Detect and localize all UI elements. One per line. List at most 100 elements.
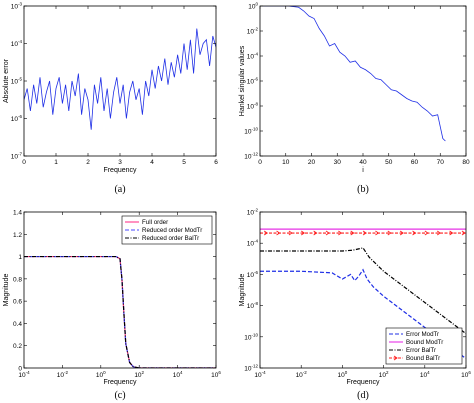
- series-marker: [301, 230, 306, 236]
- x-tick-label: 100: [96, 370, 106, 379]
- x-tick-label: 10: [282, 159, 290, 166]
- series-marker: [387, 230, 392, 236]
- x-axis-label: Frequency: [346, 379, 380, 386]
- x-tick-label: 5: [182, 159, 186, 166]
- y-tick-label: 1: [18, 254, 22, 261]
- plot-frame: [259, 211, 467, 369]
- x-axis-label: i: [362, 167, 364, 174]
- series-marker: [263, 230, 268, 236]
- y-tick-label: 10-12: [244, 152, 258, 161]
- y-tick-label: 10-4: [11, 39, 23, 48]
- y-tick-label: 10-10: [244, 127, 258, 136]
- legend-label: Bound ModTr: [406, 339, 443, 346]
- y-tick-label: 10-2: [247, 27, 259, 36]
- series-marker: [424, 230, 429, 236]
- series-marker: [436, 230, 442, 236]
- y-axis-label: Magnitude: [3, 274, 10, 307]
- series-marker: [276, 230, 281, 236]
- series-marker: [375, 230, 380, 236]
- x-tick-label: 106: [461, 370, 471, 379]
- x-axis-label: Frequency: [103, 379, 137, 386]
- x-tick-label: 10-2: [296, 370, 308, 379]
- legend-label: Reduced order ModTr: [142, 227, 202, 234]
- chart-panel-a: 0 1 2 3 4 5 6 10-7 10-6 10-5 10-4 10-3 Frequency Abso…: [3, 2, 218, 196]
- x-axis-label: Frequency: [103, 167, 137, 174]
- legend-label: Bound BalTr: [406, 355, 440, 362]
- x-tick-label: 100: [338, 370, 348, 379]
- y-tick-label: 1.2: [13, 232, 22, 239]
- y-tick-label: 0.4: [13, 321, 22, 328]
- series-group: [24, 255, 216, 368]
- plot-frame: [23, 5, 217, 157]
- x-tick-label: 30: [334, 159, 342, 166]
- series-marker: [288, 230, 293, 236]
- y-axis-label: Hankel singular values: [239, 45, 246, 116]
- series-marker: [362, 230, 367, 236]
- legend-label: Error ModTr: [406, 331, 439, 338]
- x-tick-label: 2: [86, 159, 90, 166]
- y-tick-label: 10-10: [244, 332, 258, 341]
- y-tick-label: 10-6: [11, 114, 23, 123]
- panel-caption: (a): [114, 184, 125, 195]
- panel-caption: (b): [357, 184, 369, 195]
- legend-label: Reduced order BalTr: [142, 235, 199, 242]
- y-tick-label: 10-12: [244, 364, 258, 373]
- legend-label: Error BalTr: [406, 347, 436, 354]
- x-tick-label: 70: [437, 159, 445, 166]
- series-marker: [338, 230, 343, 236]
- y-tick-label: 1.4: [13, 210, 22, 217]
- x-tick-label: 0: [22, 159, 26, 166]
- series-marker: [313, 230, 318, 236]
- plot-frame: [23, 211, 217, 369]
- x-tick-label: 1: [54, 159, 58, 166]
- x-tick-label: 10-2: [57, 370, 69, 379]
- y-tick-label: 10-2: [247, 208, 259, 217]
- series-marker: [325, 230, 330, 236]
- legend-marker: [393, 355, 398, 361]
- x-tick-label: 50: [385, 159, 393, 166]
- y-tick-label: 0.2: [13, 343, 22, 350]
- x-tick-label: 102: [379, 370, 389, 379]
- y-axis-label: Magnitude: [239, 274, 246, 307]
- x-tick-label: 20: [308, 159, 316, 166]
- y-tick-label: 10-5: [11, 77, 23, 86]
- y-tick-label: 10-6: [247, 270, 259, 279]
- panel-caption: (d): [357, 390, 369, 401]
- y-tick-label: 10-8: [247, 102, 259, 111]
- x-tick-label: 102: [134, 370, 144, 379]
- series-marker: [412, 230, 417, 236]
- x-tick-label: 80: [462, 159, 470, 166]
- x-tick-label: 104: [420, 370, 430, 379]
- series-line-b-0: [262, 6, 446, 142]
- plot-frame: [259, 5, 467, 157]
- y-tick-label: 10-4: [247, 52, 259, 61]
- y-axis-label: Absolute error: [3, 58, 10, 103]
- y-tick-label: 10-6: [247, 77, 259, 86]
- series-marker: [449, 230, 454, 236]
- panel-caption: (c): [114, 390, 125, 401]
- x-tick-label: 3: [118, 159, 122, 166]
- series-marker: [461, 230, 466, 236]
- series-line-error-baltr: [260, 247, 466, 335]
- legend-label: Full order: [142, 219, 168, 226]
- series-line-reduced-order-modtr: [24, 255, 216, 368]
- series-marker: [399, 230, 404, 236]
- y-tick-label: 0.6: [13, 299, 22, 306]
- x-tick-label: 6: [214, 159, 218, 166]
- series-line-error-modtr: [260, 268, 466, 360]
- y-tick-label: 100: [248, 2, 258, 11]
- series-group: [262, 6, 446, 142]
- series-marker: [350, 230, 355, 236]
- series-line-full-order: [24, 255, 216, 368]
- x-tick-label: 104: [173, 370, 183, 379]
- chart-panel-b: 0 10 20 30 40 50 60 70 80 10-12 10-10 10-8 10-6 10-4 1…: [239, 2, 470, 196]
- y-tick-label: 10-3: [11, 2, 23, 11]
- y-tick-label: 0.8: [13, 276, 22, 283]
- series-line-reduced-order-baltr: [24, 255, 216, 368]
- y-tick-label: 10-4: [247, 239, 259, 248]
- y-tick-label: 10-7: [11, 152, 23, 161]
- chart-panel-d: 10-4 10-2 100 102 104 106 10-12 10-10 10-8 10-6 10…: [239, 208, 471, 402]
